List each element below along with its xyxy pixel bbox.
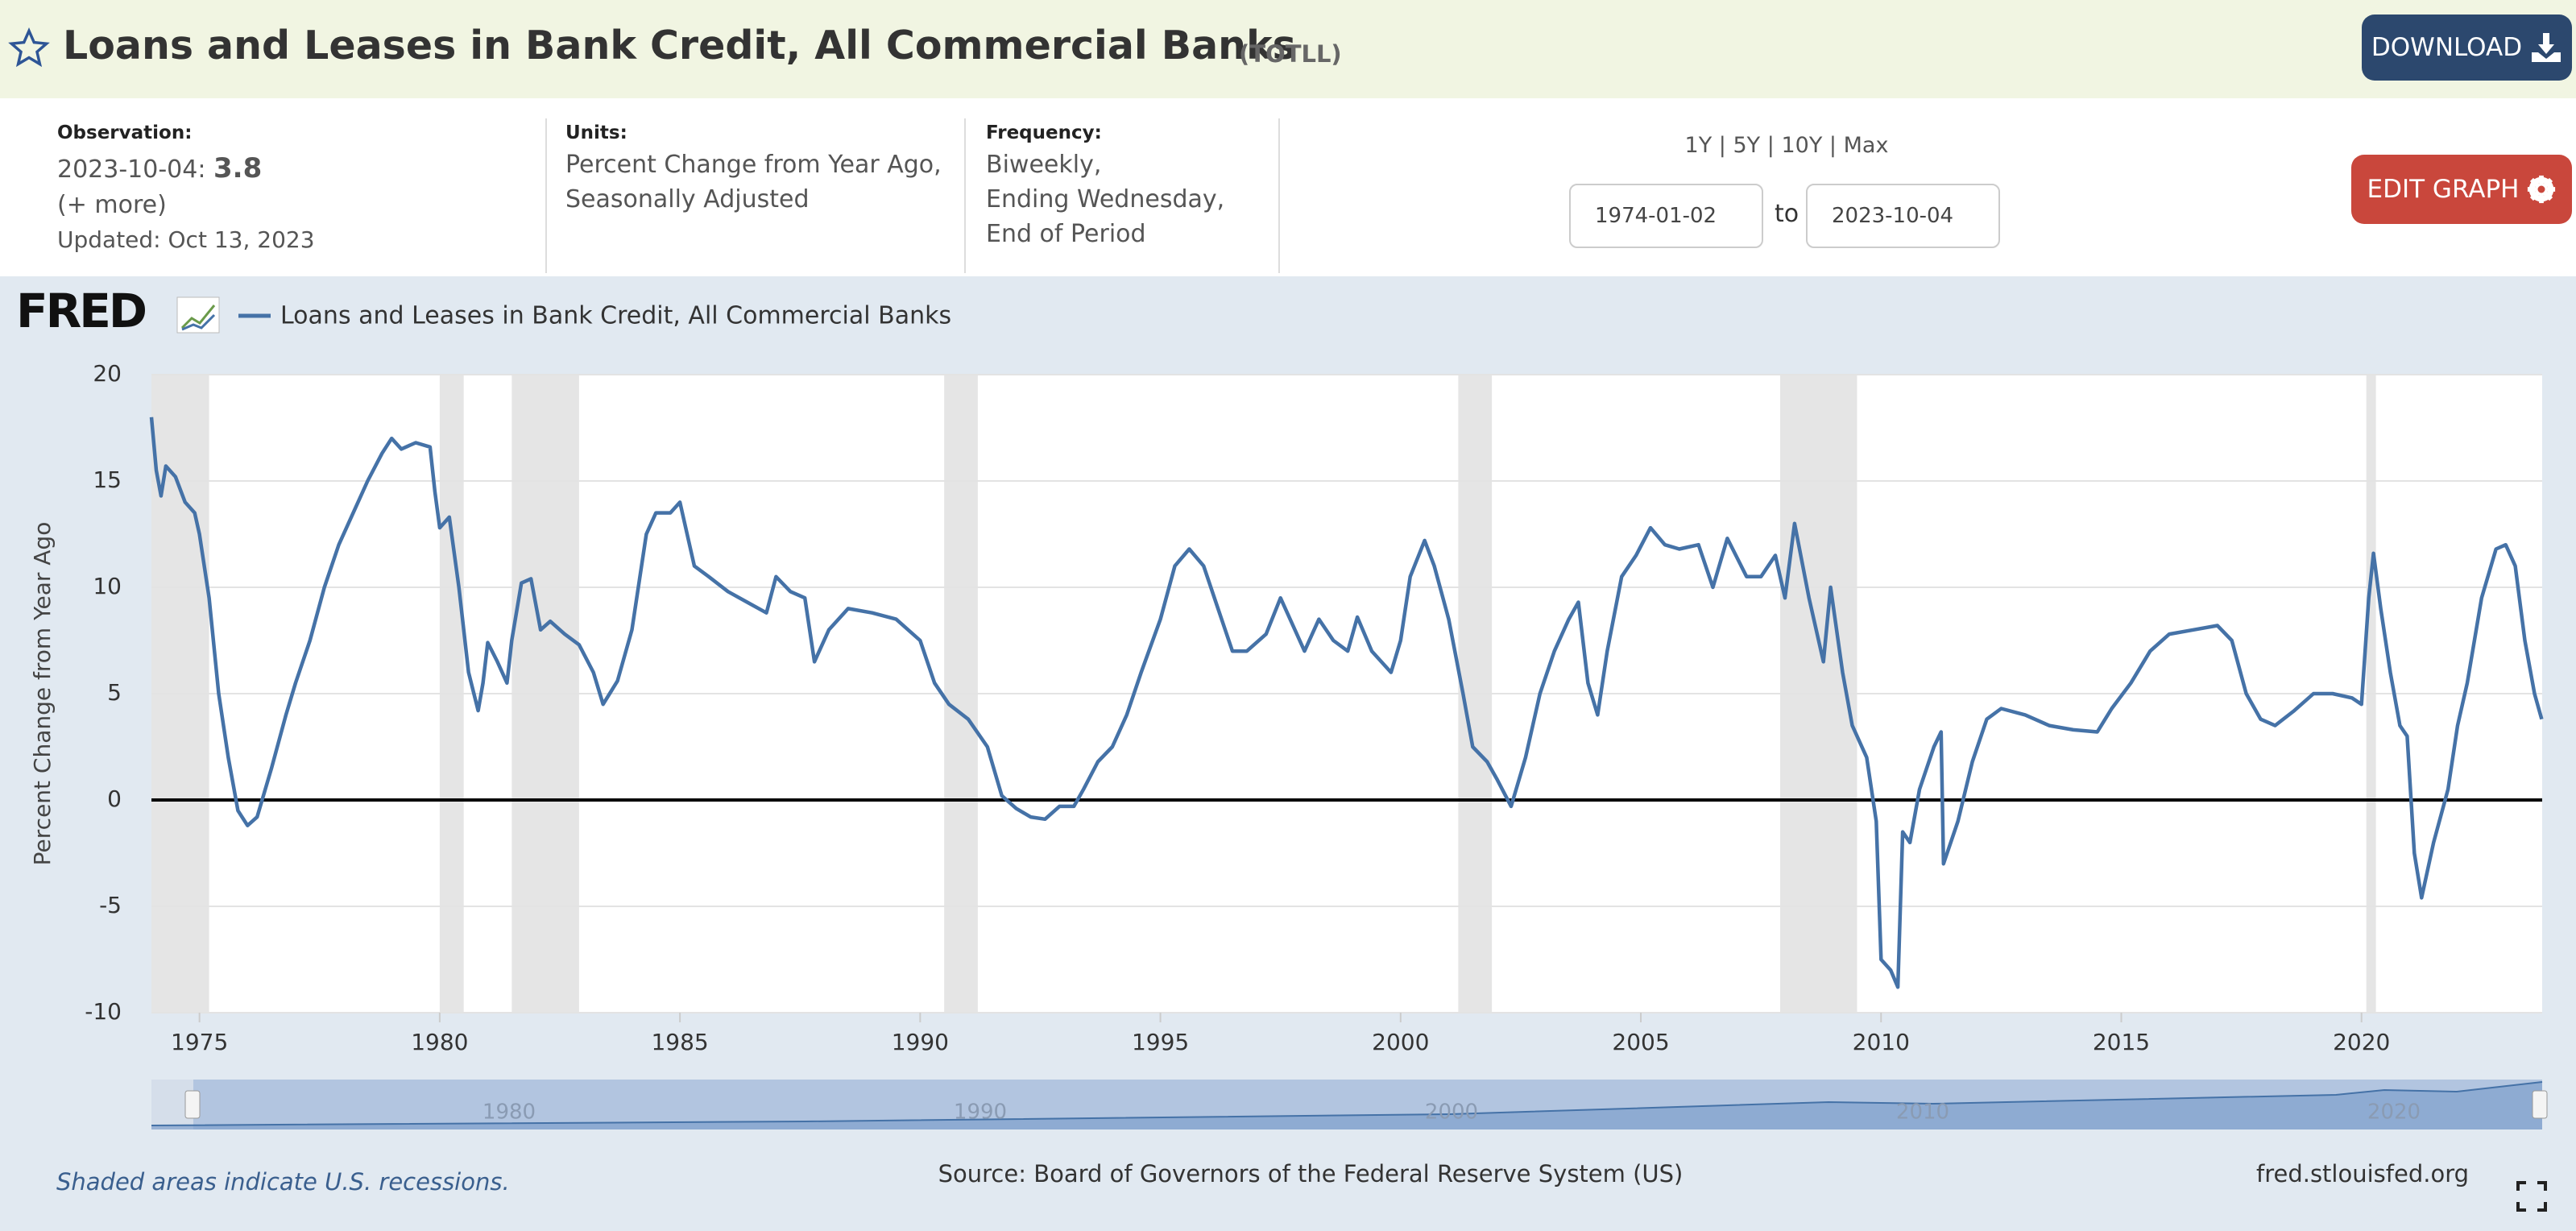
units-line: Percent Change from Year Ago,: [565, 151, 942, 179]
end-date-input[interactable]: 2023-10-04: [1806, 184, 2000, 248]
chart: FRED Loans and Leases in Bank Credit, Al…: [16, 284, 2548, 1212]
observation-value: 3.8: [213, 152, 263, 184]
info-bar: [0, 98, 2576, 276]
observation-date: 2023-10-04:: [57, 155, 206, 184]
fred-logo: FRED: [16, 284, 146, 338]
navigator-label: 2000: [1425, 1100, 1478, 1125]
navigator-label: 1980: [482, 1100, 536, 1125]
range-5y[interactable]: 5Y: [1733, 133, 1761, 158]
gear-icon: [2528, 175, 2556, 204]
header: Loans and Leases in Bank Credit, All Com…: [0, 0, 2576, 98]
frequency-line: End of Period: [986, 220, 1146, 248]
frequency-line: Biweekly,: [986, 151, 1102, 179]
y-tick-label: 20: [93, 360, 122, 387]
units-line: Seasonally Adjusted: [565, 185, 810, 213]
separator: |: [1766, 133, 1775, 158]
site: fred.stlouisfed.org: [2256, 1160, 2469, 1187]
range-max[interactable]: Max: [1843, 133, 1889, 158]
x-tick-label: 2015: [2093, 1029, 2150, 1055]
navigator-label: 1990: [954, 1100, 1007, 1125]
navigator-label: 2010: [1896, 1100, 1949, 1125]
x-tick-label: 2020: [2333, 1029, 2390, 1055]
star-icon[interactable]: [8, 27, 50, 69]
download-button[interactable]: DOWNLOAD: [2362, 15, 2572, 81]
updated: Updated: Oct 13, 2023: [57, 226, 315, 253]
x-tick-label: 2010: [1853, 1029, 1910, 1055]
range-buttons: 1Y | 5Y | 10Y | Max: [1678, 133, 1895, 158]
download-label: DOWNLOAD: [2371, 33, 2523, 62]
x-tick-label: 2000: [1372, 1029, 1429, 1055]
series-line: [149, 417, 2544, 989]
range-10y[interactable]: 10Y: [1781, 133, 1823, 158]
navigator: 1980 1990 2000 2010 2020: [151, 1080, 2548, 1129]
x-tick-label: 1990: [892, 1029, 949, 1055]
x-tick-label: 2005: [1612, 1029, 1669, 1055]
source: Source: Board of Governors of the Federa…: [938, 1160, 1684, 1187]
separator: |: [1828, 133, 1837, 158]
fullscreen-icon[interactable]: [2516, 1181, 2547, 1212]
recession-note: Shaded areas indicate U.S. recessions.: [56, 1168, 510, 1196]
x-tick-label: 1975: [171, 1029, 228, 1055]
x-tick-label: 1995: [1132, 1029, 1189, 1055]
frequency-line: Ending Wednesday,: [986, 185, 1225, 213]
divider: [545, 118, 547, 273]
divider: [1278, 118, 1280, 273]
edit-graph-label: EDIT GRAPH: [2367, 175, 2520, 204]
series-id: (TOTLL): [1239, 40, 1342, 68]
to-label: to: [1775, 200, 1799, 228]
y-tick-label: -10: [85, 998, 122, 1025]
x-tick-label: 1980: [411, 1029, 468, 1055]
x-tick-label: 1985: [651, 1029, 708, 1055]
units-label: Units:: [565, 122, 627, 143]
y-tick-label: -5: [99, 892, 122, 918]
y-axis-label: Percent Change from Year Ago: [29, 522, 56, 866]
download-icon: [2532, 33, 2562, 62]
frequency-label: Frequency:: [986, 122, 1102, 143]
start-date-input[interactable]: 1974-01-02: [1569, 184, 1763, 248]
logo-graph: [176, 296, 220, 334]
separator: |: [1718, 133, 1726, 158]
range-1y[interactable]: 1Y: [1684, 133, 1713, 158]
y-tick-label: 5: [107, 679, 122, 706]
observation-label: Observation:: [57, 122, 193, 143]
y-tick-label: 10: [93, 573, 122, 599]
page-title: Loans and Leases in Bank Credit, All Com…: [63, 23, 1296, 68]
navigator-label: 2020: [2367, 1100, 2421, 1125]
divider: [964, 118, 966, 273]
edit-graph-button[interactable]: EDIT GRAPH: [2351, 155, 2572, 224]
legend-label: Loans and Leases in Bank Credit, All Com…: [280, 302, 951, 330]
more-link[interactable]: (+ more): [57, 191, 167, 219]
y-tick-label: 15: [93, 466, 122, 493]
y-tick-label: 0: [107, 785, 122, 812]
